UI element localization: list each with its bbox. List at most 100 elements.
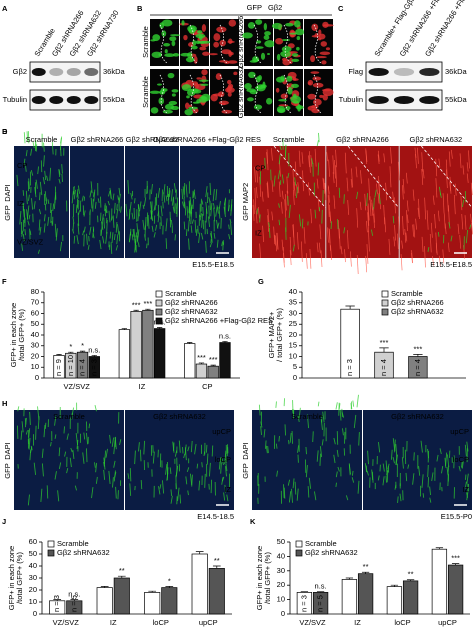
cell-signal [286,75,293,82]
gfp-cell [42,176,46,185]
dendrite [383,153,386,163]
gfp-cell [54,223,57,238]
legend-swatch [155,299,163,307]
panel-label: D [2,127,8,136]
error-bar [187,342,193,344]
gfp-cell [106,219,108,234]
gfp-cell [397,496,399,503]
significance: * [81,341,84,350]
n-label: n = 5 [69,595,78,612]
significance: ** [363,562,369,571]
column-title: Gβ2 shRNA266 +Flag-Gβ2 RES [153,135,261,144]
y-tick-label: 5 [293,362,297,371]
gfp-cell [213,207,216,222]
gfp-cell [39,192,41,201]
gfp-cell [82,230,85,236]
dendrite [464,215,467,230]
gfp-cell [281,174,285,184]
n-label: n = 4 [379,359,388,376]
column-title: Scramble [53,412,85,421]
gfp-cell [292,408,295,416]
gfp-cell [161,480,165,494]
cell-signal [171,89,179,93]
cell-outline [313,74,322,114]
gfp-cell [191,219,194,224]
gfp-cell [277,170,281,180]
gfp-cell [27,494,30,506]
gfp-cell [464,444,467,457]
gfp-cell [95,462,98,473]
gfp-cell [170,489,173,497]
dendrite [286,176,289,194]
legend-swatch [381,308,389,316]
gfp-cell [196,463,199,469]
cell-signal [285,105,291,111]
channel-label: GFP [3,205,12,220]
gfp-cell [200,232,204,240]
cell-signal [201,69,208,76]
gfp-cell [224,450,227,465]
dendrite [350,179,353,188]
cell-signal [218,60,229,63]
gfp-cell [294,177,297,186]
dendrite [424,246,426,268]
gfp-cell [28,194,30,201]
y-tick-label: 0 [35,373,39,382]
cell-signal [307,93,317,100]
bar [341,579,358,615]
y-tick-label: 40 [29,561,37,570]
cell-signal [316,56,327,59]
error-bar [133,309,139,312]
gfp-cell [24,417,27,428]
dendrite [394,197,396,214]
dendrite [284,199,287,218]
gfp-cell [173,183,177,193]
cell-signal [170,105,179,111]
cell-signal [150,107,159,114]
dendrite [439,255,441,267]
legend-label: Scramble [391,289,423,298]
dendrite [344,152,347,174]
gfp-cell [115,486,117,499]
gfp-cell [337,466,340,472]
gfp-cell [291,488,293,503]
gfp-cell [187,220,190,232]
dendrite [267,181,269,198]
gfp-cell [427,464,429,477]
gfp-cell [125,203,128,217]
dendrite [398,216,400,238]
channel-label: DAPI [241,442,250,460]
gfp-cell [66,433,69,440]
dendrite [412,224,414,237]
gfp-cell [317,401,320,407]
dendrite [426,210,429,230]
dendrite [253,199,255,215]
zone-label: upCP [450,427,469,436]
dendrite [360,170,362,184]
gfp-cell [213,232,216,239]
cell-signal [181,20,185,26]
cell-signal [194,82,199,90]
cell-signal [313,98,322,106]
bar [144,592,161,615]
gfp-cell [41,448,44,459]
dendrite [335,149,337,168]
cell-signal [198,40,206,44]
gfp-cell [102,236,105,244]
gfp-cell [213,203,215,209]
cell-signal [248,71,256,79]
gfp-cell [437,231,440,237]
gfp-cell [43,155,45,167]
cell-signal [310,71,320,74]
zone-label: loCP [453,455,469,464]
blot-band [66,96,81,104]
dendrite [435,242,438,255]
cell-signal [321,88,331,92]
legend-label: Gβ2 shRNA266 [391,298,444,307]
column-title: Scramble [273,135,305,144]
gfp-cell [467,483,469,492]
gfp-cell [37,406,40,420]
cell-signal [263,35,270,41]
gfp-cell [28,428,31,438]
dendrite [373,207,375,223]
